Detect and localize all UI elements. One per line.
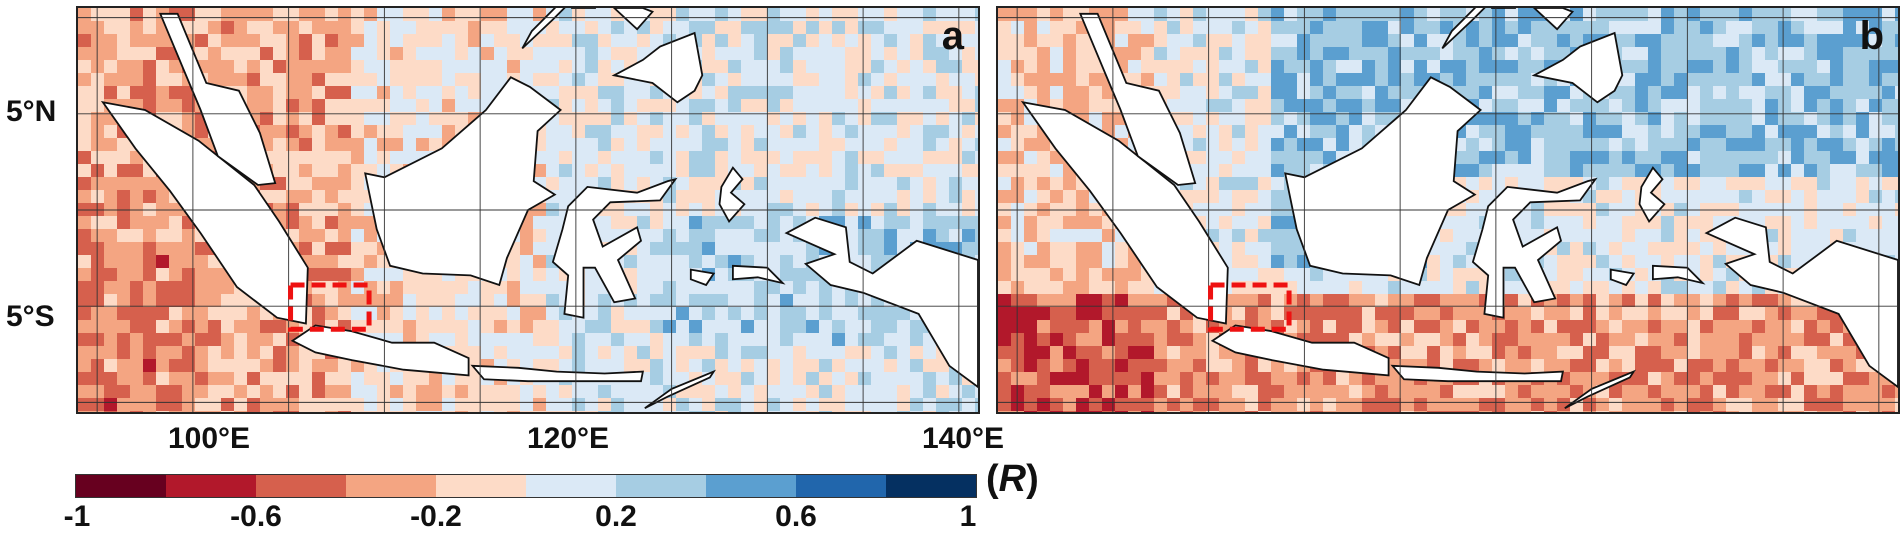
lat-label-5s: 5°S [6,300,55,333]
colorbar-tick: 0.2 [595,500,637,533]
panel-a: a [76,6,980,414]
study-region-box [288,282,372,332]
panel-b-map [998,8,1898,412]
colorbar-cell [796,475,886,497]
graticule [78,8,978,412]
colorbar-cell [76,475,166,497]
colorbar-cell [706,475,796,497]
panel-b-label: b [1859,14,1884,58]
panel-b: b [996,6,1900,414]
panel-a-map [78,8,978,412]
colorbar-cell [436,475,526,497]
land-outlines [1020,8,1898,410]
lon-label-140e: 140°E [922,422,1005,455]
colorbar-tick: -0.2 [410,500,462,533]
colorbar [75,474,977,498]
colorbar-tick: -0.6 [230,500,282,533]
colorbar-cell [256,475,346,497]
lon-label-120e: 120°E [527,422,610,455]
colorbar-cell [886,475,976,497]
lon-label-100e: 100°E [168,422,251,455]
colorbar-tick: -1 [63,500,91,533]
colorbar-unit-close: ) [1026,458,1039,500]
colorbar-unit-open: ( [986,458,999,500]
graticule [998,8,1898,412]
colorbar-cell [166,475,256,497]
panel-a-label: a [941,14,964,58]
colorbar-cell [346,475,436,497]
colorbar-unit-label: (R) [986,458,1039,501]
colorbar-cell [616,475,706,497]
study-region-box [1208,282,1292,332]
land-outlines [100,8,978,410]
lat-label-5n: 5°N [6,95,57,128]
colorbar-unit-symbol: R [998,458,1027,500]
colorbar-tick: 1 [959,500,977,533]
colorbar-tick: 0.6 [775,500,817,533]
colorbar-cell [526,475,616,497]
